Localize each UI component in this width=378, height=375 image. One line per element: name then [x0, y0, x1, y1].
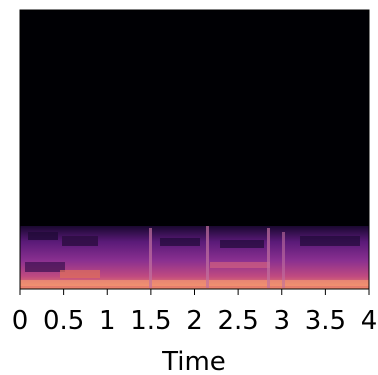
x-tick-label: 1.5 — [130, 306, 171, 336]
x-tick-label: 0.5 — [43, 306, 84, 336]
x-tick-label: 3.5 — [305, 306, 346, 336]
x-tick-label: 1 — [99, 306, 116, 336]
x-tick-label: 4 — [361, 306, 378, 336]
x-axis-label: Time — [161, 347, 226, 375]
x-tick-label: 2.5 — [217, 306, 258, 336]
x-tick-label: 2 — [186, 306, 203, 336]
spectrogram-image — [20, 10, 369, 289]
x-tick-label: 0 — [12, 306, 29, 336]
x-tick-label: 3 — [273, 306, 290, 336]
